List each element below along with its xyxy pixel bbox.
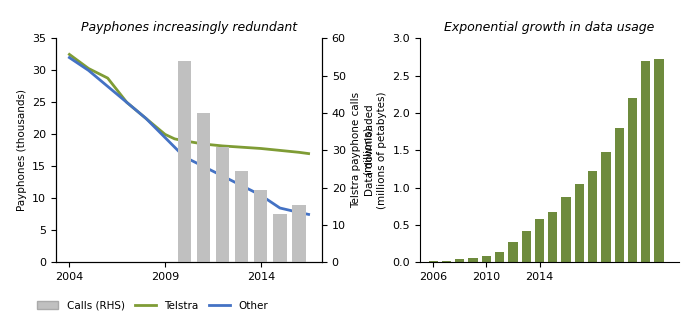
Bar <box>273 214 286 262</box>
Telstra <box>304 152 313 156</box>
Y-axis label: Payphones (thousands): Payphones (thousands) <box>17 89 27 212</box>
Telstra <box>84 67 92 70</box>
Bar <box>628 98 637 262</box>
Y-axis label: Data downloaded
(millions of petabytes): Data downloaded (millions of petabytes) <box>365 92 387 209</box>
Other <box>84 68 92 72</box>
Bar <box>561 197 570 262</box>
Other <box>295 211 303 214</box>
Telstra <box>170 137 178 141</box>
Title: Payphones increasingly redundant: Payphones increasingly redundant <box>81 21 297 35</box>
Other <box>122 100 131 104</box>
Bar <box>468 258 478 262</box>
Telstra <box>65 52 74 56</box>
Other <box>141 116 150 120</box>
Bar <box>442 260 452 262</box>
Telstra <box>276 148 284 152</box>
Bar <box>601 152 610 262</box>
Telstra <box>237 145 246 149</box>
Bar <box>482 256 491 262</box>
Bar <box>588 171 597 262</box>
Telstra <box>218 144 227 148</box>
Bar <box>508 242 517 262</box>
Telstra <box>199 142 208 146</box>
Bar <box>495 252 504 262</box>
Other <box>161 136 169 140</box>
Bar <box>615 128 624 262</box>
Bar <box>548 212 557 262</box>
Telstra <box>161 132 169 136</box>
Bar <box>455 260 465 262</box>
Bar <box>641 61 650 262</box>
Y-axis label: Telstra payphone calls
(millions): Telstra payphone calls (millions) <box>351 92 373 208</box>
Other <box>180 155 188 159</box>
Telstra <box>180 139 188 143</box>
Bar <box>522 231 531 262</box>
Other <box>218 174 227 178</box>
Telstra <box>104 76 112 80</box>
Bar <box>216 147 229 262</box>
Telstra <box>141 116 150 120</box>
Bar <box>178 61 191 262</box>
Telstra <box>295 150 303 154</box>
Other <box>257 193 265 197</box>
Other <box>237 184 246 188</box>
Bar <box>535 219 544 262</box>
Other <box>65 56 74 60</box>
Title: Exponential growth in data usage: Exponential growth in data usage <box>444 21 654 35</box>
Bar <box>235 171 248 262</box>
Line: Other: Other <box>69 58 309 214</box>
Telstra <box>122 100 131 104</box>
Line: Telstra: Telstra <box>69 54 309 154</box>
Bar <box>254 189 267 262</box>
Telstra <box>257 147 265 150</box>
Other <box>276 206 284 210</box>
Bar <box>197 113 210 262</box>
Bar <box>575 184 584 262</box>
Other <box>104 84 112 88</box>
Bar <box>293 204 306 262</box>
Legend: Calls (RHS), Telstra, Other: Calls (RHS), Telstra, Other <box>33 296 272 315</box>
Bar <box>654 59 664 262</box>
Other <box>304 212 313 216</box>
Other <box>199 164 208 168</box>
Bar <box>428 261 438 262</box>
